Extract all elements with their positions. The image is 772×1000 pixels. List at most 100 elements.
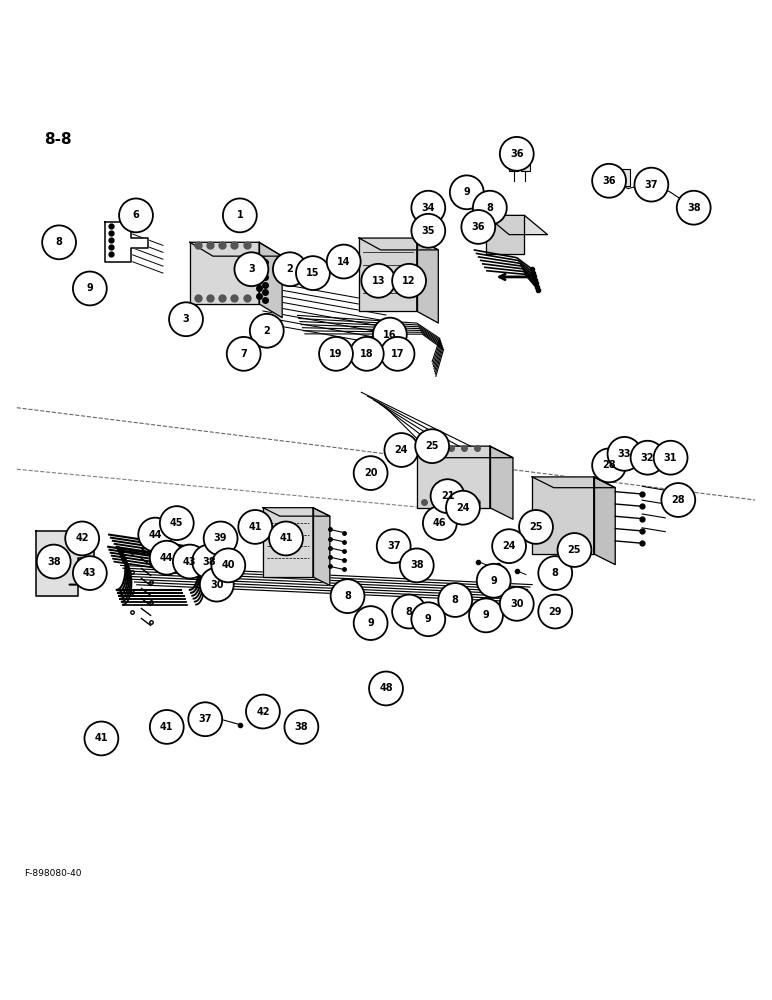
Polygon shape — [313, 508, 330, 585]
Text: 25: 25 — [425, 441, 439, 451]
Circle shape — [354, 606, 388, 640]
Circle shape — [273, 252, 306, 286]
Circle shape — [192, 545, 226, 578]
Text: 8: 8 — [486, 203, 493, 213]
Circle shape — [204, 522, 238, 555]
Bar — [509, 154, 518, 171]
Text: 9: 9 — [482, 610, 489, 620]
Circle shape — [423, 506, 457, 540]
Circle shape — [150, 541, 184, 575]
Circle shape — [66, 522, 99, 555]
Circle shape — [138, 518, 172, 552]
Text: 35: 35 — [422, 226, 435, 236]
Circle shape — [635, 168, 669, 202]
Circle shape — [469, 598, 503, 632]
Circle shape — [499, 137, 533, 171]
Circle shape — [557, 533, 591, 567]
Text: 6: 6 — [133, 210, 140, 220]
Text: 8: 8 — [344, 591, 351, 601]
Text: 41: 41 — [95, 733, 108, 743]
Text: 24: 24 — [503, 541, 516, 551]
Text: 37: 37 — [198, 714, 212, 724]
Text: 37: 37 — [387, 541, 401, 551]
Circle shape — [369, 672, 403, 705]
Text: 42: 42 — [256, 707, 269, 717]
Circle shape — [431, 479, 465, 513]
Circle shape — [239, 510, 273, 544]
Polygon shape — [417, 446, 490, 508]
Circle shape — [188, 702, 222, 736]
Circle shape — [150, 710, 184, 744]
Text: 38: 38 — [295, 722, 308, 732]
Text: 45: 45 — [170, 518, 184, 528]
Circle shape — [319, 337, 353, 371]
Circle shape — [84, 722, 118, 755]
Polygon shape — [263, 508, 313, 577]
Text: 14: 14 — [337, 257, 350, 267]
Circle shape — [246, 695, 279, 728]
Text: 43: 43 — [183, 557, 197, 567]
Text: 36: 36 — [510, 149, 523, 159]
Polygon shape — [486, 215, 524, 254]
Text: 38: 38 — [410, 560, 424, 570]
Circle shape — [330, 579, 364, 613]
Text: 38: 38 — [47, 557, 60, 567]
Circle shape — [477, 564, 510, 598]
Text: 3: 3 — [183, 314, 189, 324]
Text: 30: 30 — [210, 580, 224, 590]
Text: 20: 20 — [364, 468, 378, 478]
Text: 8: 8 — [552, 568, 559, 578]
Circle shape — [296, 256, 330, 290]
Circle shape — [377, 529, 411, 563]
Text: 48: 48 — [379, 683, 393, 693]
Text: 25: 25 — [530, 522, 543, 532]
Circle shape — [538, 556, 572, 590]
Circle shape — [284, 710, 318, 744]
Polygon shape — [105, 222, 147, 262]
Text: 9: 9 — [425, 614, 432, 624]
Circle shape — [250, 314, 283, 348]
Circle shape — [538, 595, 572, 628]
Text: 36: 36 — [602, 176, 616, 186]
Circle shape — [631, 441, 665, 475]
Circle shape — [200, 568, 234, 602]
Text: 30: 30 — [510, 599, 523, 609]
Text: 3: 3 — [248, 264, 255, 274]
Circle shape — [37, 545, 70, 578]
Circle shape — [392, 595, 426, 628]
Text: 38: 38 — [687, 203, 700, 213]
Text: 43: 43 — [83, 568, 96, 578]
Circle shape — [223, 198, 257, 232]
Text: 28: 28 — [602, 460, 616, 470]
Text: 44: 44 — [148, 530, 162, 540]
Circle shape — [592, 448, 626, 482]
Text: 9: 9 — [86, 283, 93, 293]
Text: 31: 31 — [664, 453, 677, 463]
Circle shape — [438, 583, 472, 617]
Polygon shape — [190, 242, 259, 304]
Circle shape — [160, 506, 194, 540]
Circle shape — [592, 164, 626, 198]
Text: 36: 36 — [472, 222, 485, 232]
Text: 9: 9 — [367, 618, 374, 628]
Text: 24: 24 — [394, 445, 408, 455]
Text: 37: 37 — [645, 180, 659, 190]
Polygon shape — [490, 446, 513, 519]
Polygon shape — [532, 477, 615, 488]
Text: 2: 2 — [286, 264, 293, 274]
Circle shape — [493, 529, 526, 563]
Polygon shape — [359, 238, 438, 250]
Text: 34: 34 — [422, 203, 435, 213]
Circle shape — [608, 437, 642, 471]
Circle shape — [473, 191, 506, 225]
Text: 7: 7 — [240, 349, 247, 359]
Circle shape — [269, 522, 303, 555]
Circle shape — [119, 198, 153, 232]
Polygon shape — [486, 215, 547, 235]
Circle shape — [73, 556, 107, 590]
Text: 41: 41 — [279, 533, 293, 543]
Polygon shape — [359, 238, 417, 311]
Text: 25: 25 — [567, 545, 581, 555]
Text: 38: 38 — [202, 557, 216, 567]
Polygon shape — [417, 238, 438, 323]
